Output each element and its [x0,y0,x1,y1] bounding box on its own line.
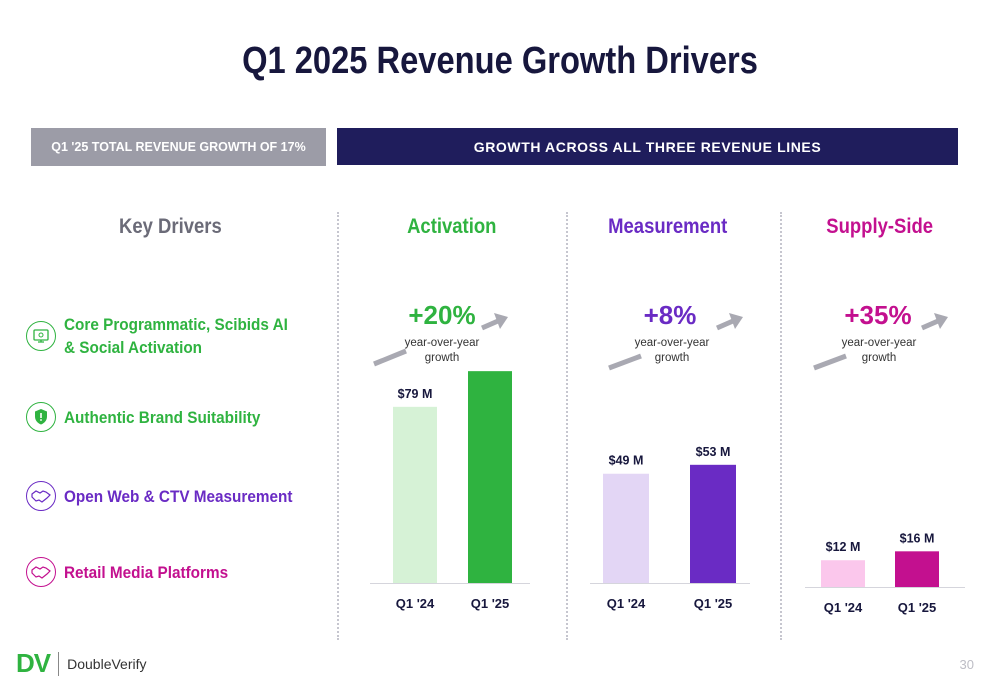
activation-bar-chart: $79 MQ1 '24$95 MQ1 '25 [370,371,530,611]
growth-caption: year-over-year growth [404,337,480,364]
key-drivers-heading: Key Drivers [118,215,222,238]
logo-mark: DV [16,648,51,678]
x-tick-label: Q1 '25 [694,596,733,611]
growth-lines-banner: GROWTH ACROSS ALL THREE REVENUE LINES [337,128,958,165]
bar-value-label: $16 M [900,531,935,545]
x-tick-label: Q1 '25 [471,596,510,611]
activation-growth: +20% [408,300,476,330]
column-divider [337,212,339,640]
ai-chip-icon [26,321,56,351]
page-number: 30 [959,657,974,672]
supply-side-bar-chart: $12 M Q1 '24 $16 M Q1 '25 [805,531,965,615]
supply-side-growth: +35% [844,300,912,330]
trend-arrow-icon [373,313,508,367]
bar-value-label: $49 M [609,454,644,468]
x-tick-label: Q1 '24 [824,600,863,615]
measurement-heading: Measurement [608,215,728,238]
trend-arrow-icon [813,313,948,371]
bar-value-label: $12 M [826,540,861,554]
bar-value-label: $79 M [398,387,433,401]
bar-Q125 [895,551,939,587]
driver-item: Core Programmatic, Scibids AI & Social A… [26,313,313,359]
handshake-icon [26,557,56,587]
driver-item: Open Web & CTV Measurement [26,481,318,511]
logo-name: DoubleVerify [67,655,147,672]
total-growth-banner: Q1 '25 TOTAL REVENUE GROWTH OF 17% [31,128,326,166]
bar-Q125 [690,464,736,583]
bar-Q124 [821,560,865,587]
x-tick-label: Q1 '24 [607,596,646,611]
measurement-bar-chart: $49 M Q1 '24 $53 M Q1 '25 [590,445,750,611]
activation-heading: Activation [407,215,497,238]
x-tick-label: Q1 '24 [396,596,435,611]
measurement-growth: +8% [643,300,697,330]
handshake-icon [26,481,56,511]
bar-Q125 [468,371,512,583]
x-tick-label: Q1 '25 [898,600,937,615]
column-divider [566,212,568,640]
trend-arrow-icon [608,313,743,371]
driver-item: Retail Media Platforms [26,557,246,587]
bar-value-label: $53 M [696,445,731,459]
bar-Q124 [603,473,649,583]
page-title: Q1 2025 Revenue Growth Drivers [242,40,758,82]
shield-icon [26,402,56,432]
growth-caption: year-over-year growth [634,337,710,364]
doubleverify-logo: DV DoubleVerify [16,648,147,679]
bar-Q124 [393,406,437,583]
driver-item: Authentic Brand Suitability [26,402,282,432]
growth-caption: year-over-year growth [841,337,917,364]
column-divider [780,212,782,640]
supply-side-heading: Supply-Side [826,215,934,238]
